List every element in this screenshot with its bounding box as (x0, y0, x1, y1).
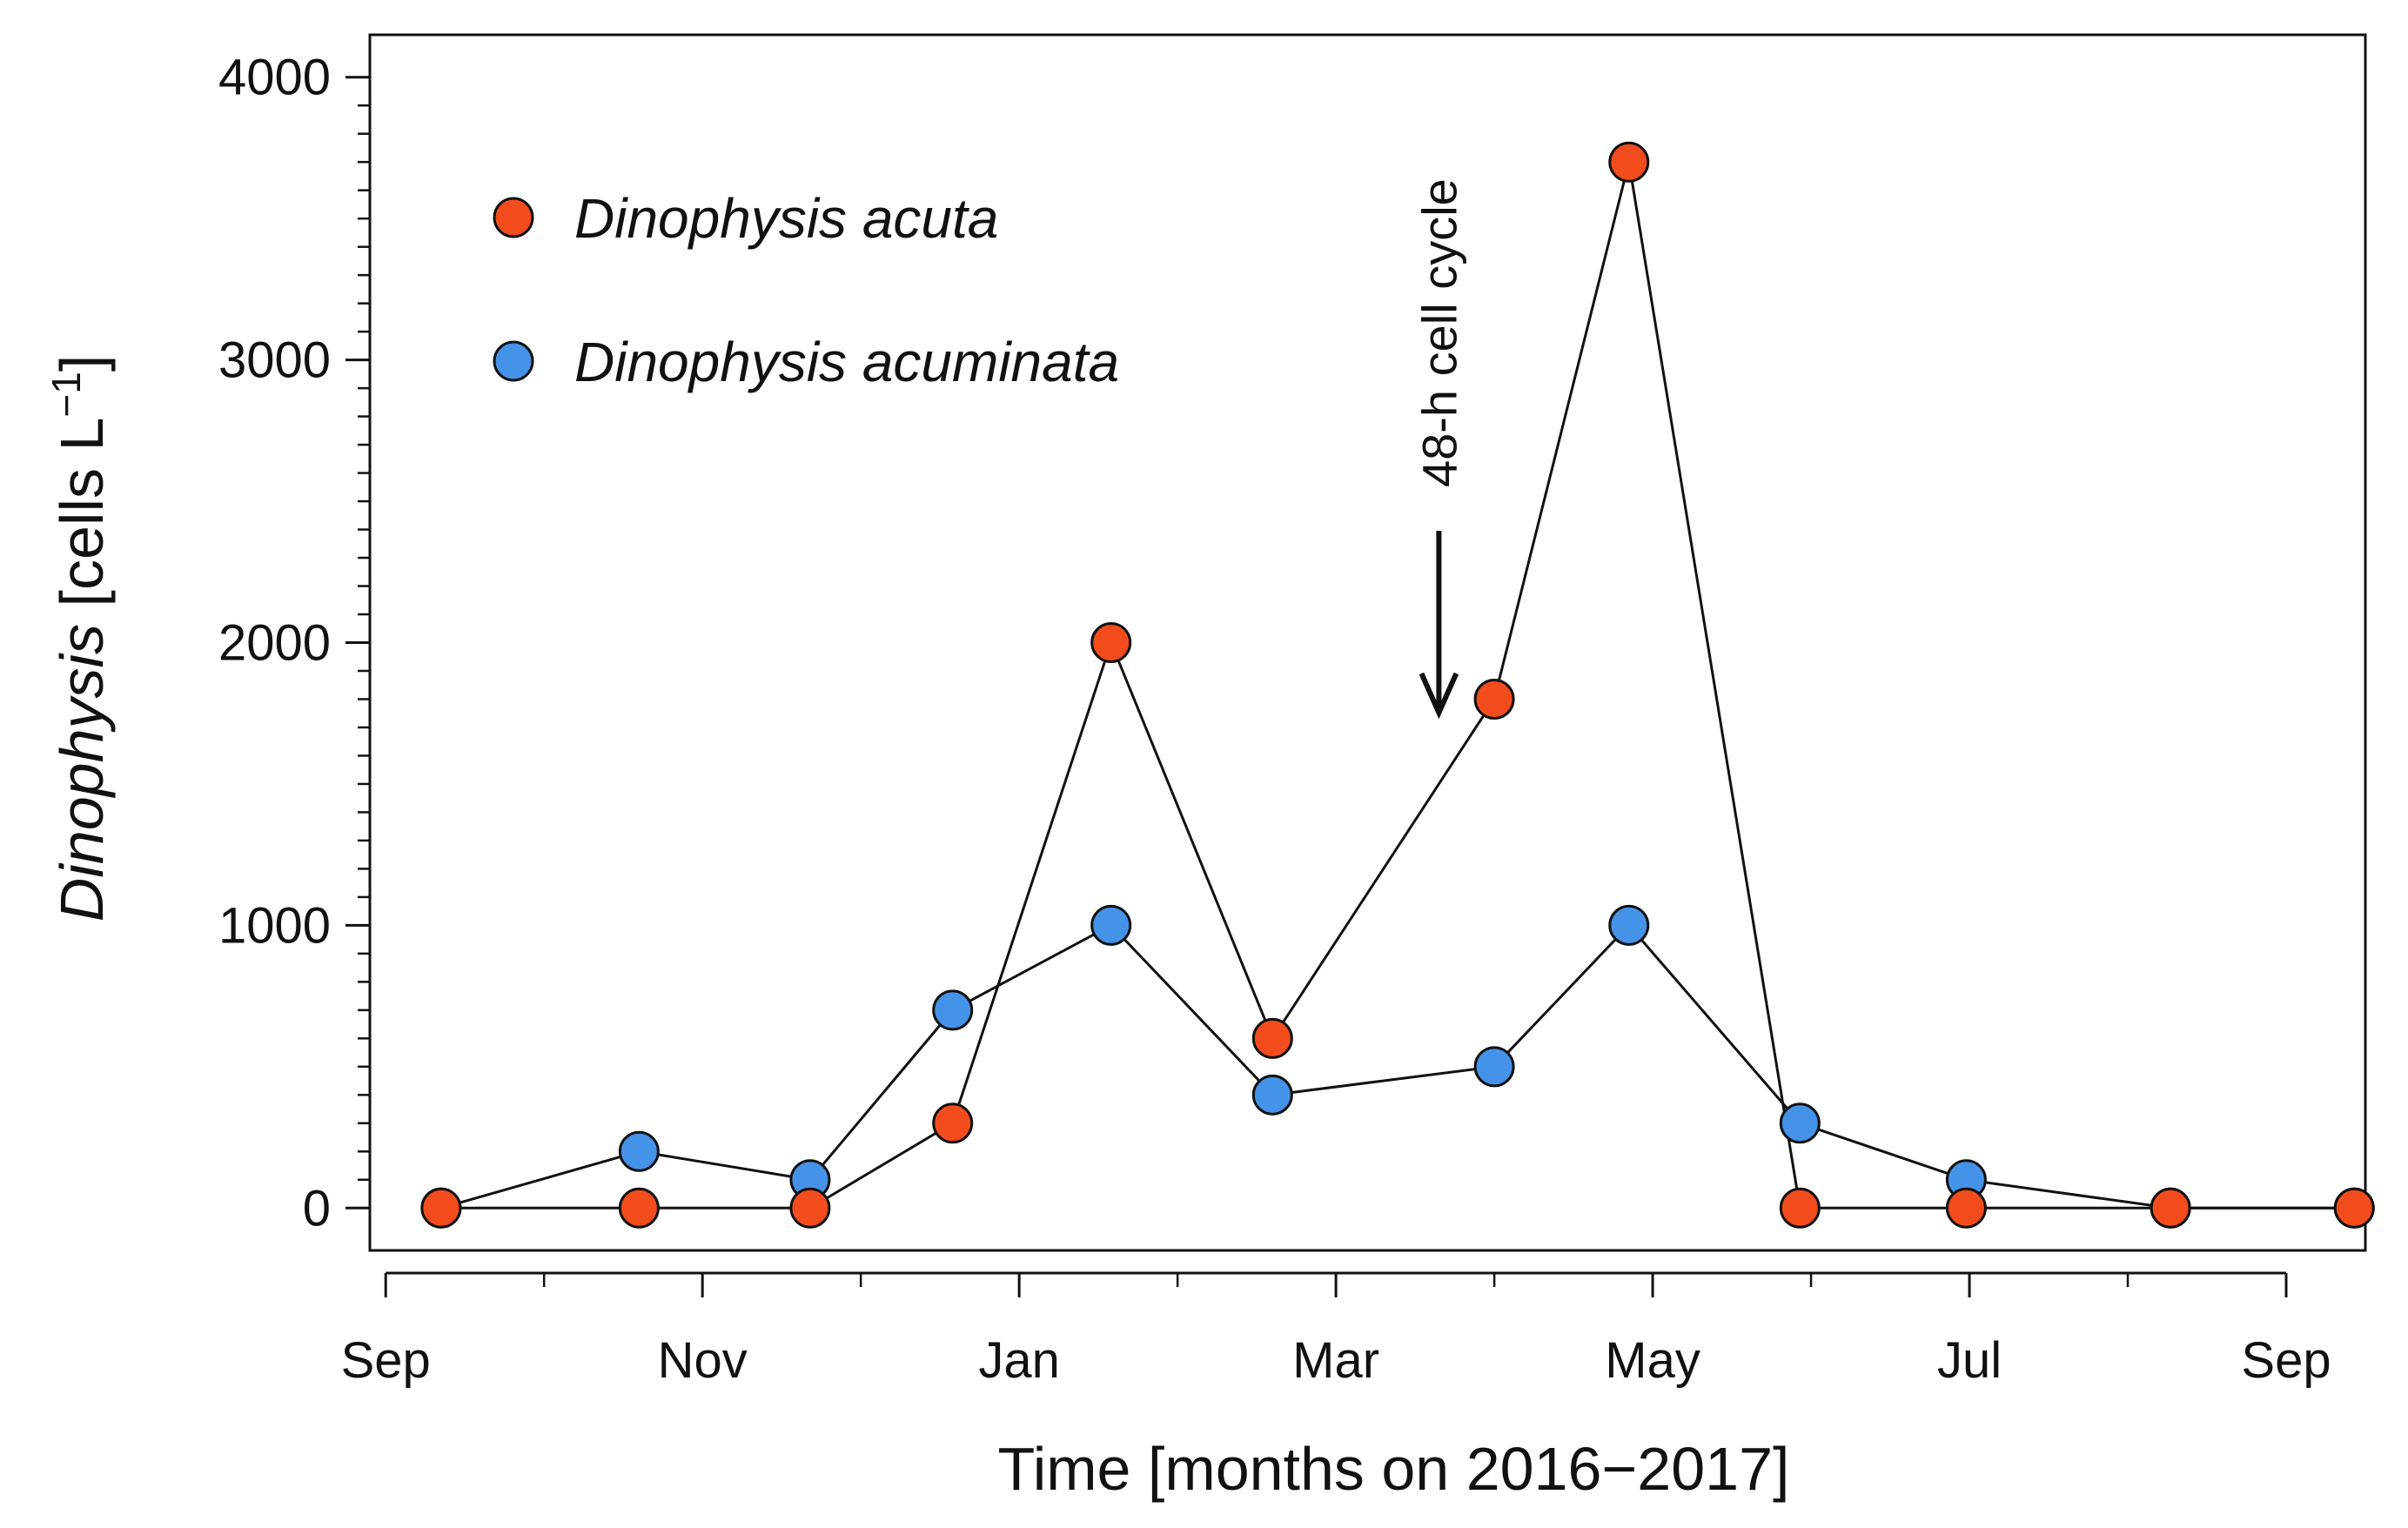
x-tick-label: Jul (1937, 1332, 2002, 1389)
data-point-acuta (1251, 1017, 1293, 1059)
data-point-acuta (789, 1187, 831, 1229)
x-axis-title: Time [months on 2016−2017] (998, 1435, 1790, 1503)
data-point-acuta (932, 1102, 974, 1144)
data-point-acuminata (1473, 1046, 1515, 1088)
x-tick-label: Sep (2241, 1332, 2331, 1389)
data-point-acuminata (1090, 904, 1132, 946)
y-tick-label: 0 (303, 1180, 331, 1236)
series-line-acuta (440, 161, 2355, 1210)
data-point-acuminata (1251, 1074, 1293, 1116)
data-point-acuta (618, 1187, 660, 1229)
series-line-acuminata (440, 923, 2355, 1210)
data-point-acuta (420, 1187, 462, 1229)
legend-marker (493, 197, 534, 238)
data-point-acuminata (618, 1130, 660, 1172)
data-point-acuta (2150, 1187, 2191, 1229)
y-axis-title: Dinophysis [cells L−1] (44, 355, 116, 922)
legend-label: Dinophysis acuminata (574, 331, 1119, 393)
legend-marker (493, 340, 534, 382)
x-tick-label: Mar (1292, 1332, 1379, 1389)
x-tick-label: Nov (658, 1332, 748, 1389)
data-point-acuminata (1779, 1102, 1821, 1144)
data-point-acuta (1090, 622, 1132, 663)
data-point-acuta (1945, 1187, 1987, 1229)
x-tick-label: Jan (978, 1332, 1060, 1389)
y-tick-label: 2000 (218, 615, 331, 672)
data-point-acuminata (932, 989, 974, 1031)
y-tick-label: 3000 (218, 332, 331, 389)
x-tick-label: Sep (341, 1332, 431, 1389)
annotation-label: 48-h cell cycle (1412, 178, 1466, 487)
data-point-acuta (1473, 678, 1515, 720)
y-tick-label: 1000 (218, 897, 331, 954)
data-point-acuta (1779, 1187, 1821, 1229)
data-point-acuminata (1608, 904, 1650, 946)
annotation-arrow-head (1419, 672, 1459, 720)
x-tick-label: May (1605, 1332, 1700, 1389)
data-point-acuta (2333, 1187, 2375, 1229)
y-tick-label: 4000 (218, 50, 331, 106)
legend-label: Dinophysis acuta (574, 187, 998, 250)
data-point-acuta (1608, 141, 1650, 183)
